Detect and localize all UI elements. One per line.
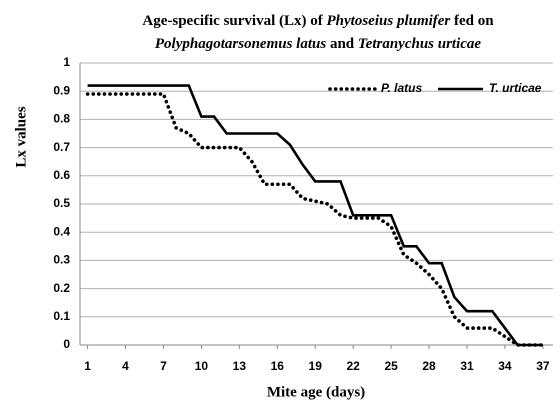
chart-title: Polyphagotarsonemus latus and Tetranychu… — [155, 36, 482, 52]
y-tick-label: 0.3 — [53, 253, 70, 267]
x-tick-label: 22 — [346, 359, 360, 373]
title-segment: Tetranychus urticae — [358, 36, 482, 52]
chart-title: Age-specific survival (Lx) of Phytoseius… — [142, 13, 494, 29]
legend-label: P. latus — [381, 81, 422, 95]
y-tick-label: 1 — [63, 55, 70, 69]
y-tick-label: 0.5 — [53, 196, 70, 210]
x-tick-label: 16 — [271, 359, 285, 373]
title-segment: Polyphagotarsonemus latus — [155, 36, 326, 52]
x-tick-label: 37 — [536, 359, 550, 373]
title-segment: Age-specific survival (Lx) of — [142, 13, 326, 29]
series-line — [87, 84, 543, 347]
y-tick-label: 0.1 — [53, 309, 70, 323]
title-segment: Phytoseius plumifer — [327, 13, 451, 29]
y-tick-label: 0.6 — [53, 168, 70, 182]
x-tick-label: 34 — [498, 359, 512, 373]
x-tick-label: 1 — [84, 359, 91, 373]
y-tick-label: 0 — [63, 337, 70, 351]
x-tick-label: 25 — [384, 359, 398, 373]
y-tick-label: 0.4 — [53, 224, 70, 238]
x-tick-label: 10 — [195, 359, 209, 373]
title-segment: and — [326, 36, 358, 52]
x-tick-label: 7 — [160, 359, 167, 373]
x-tick-label: 13 — [233, 359, 247, 373]
title-segment: fed on — [450, 13, 494, 29]
x-tick-label: 19 — [309, 359, 323, 373]
y-tick-label: 0.8 — [53, 112, 70, 126]
x-tick-label: 31 — [460, 359, 474, 373]
y-tick-label: 0.9 — [53, 83, 70, 97]
y-axis-label: Lx values — [13, 106, 29, 167]
x-tick-label: 28 — [422, 359, 436, 373]
series-line — [85, 92, 545, 347]
y-tick-label: 0.7 — [53, 140, 70, 154]
x-axis-label: Mite age (days) — [267, 384, 365, 400]
legend-label: T. urticae — [489, 81, 542, 95]
x-tick-label: 4 — [122, 359, 129, 373]
y-tick-label: 0.2 — [53, 281, 70, 295]
